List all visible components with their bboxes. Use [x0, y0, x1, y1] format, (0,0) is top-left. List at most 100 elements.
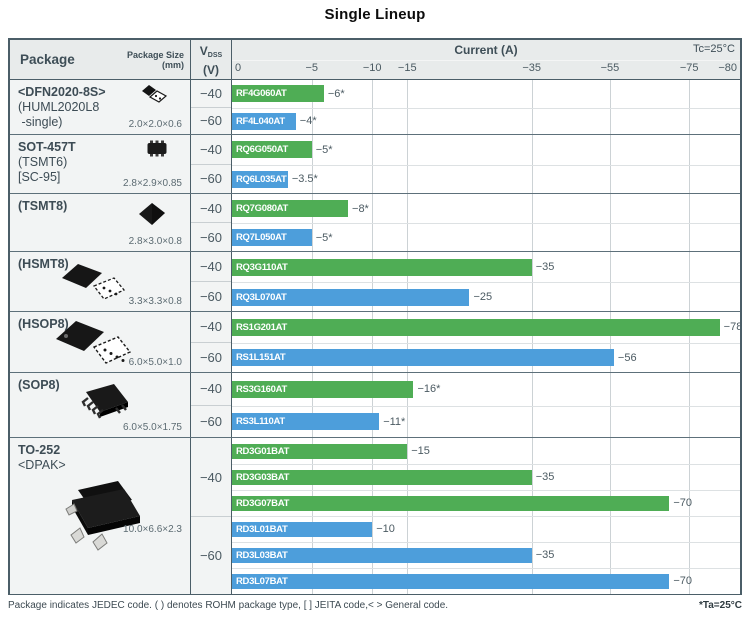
axis-gridline [372, 80, 374, 134]
axis-tick-label: −55 [600, 62, 620, 74]
axis-gridline [609, 312, 611, 372]
current-value-label: −11* [383, 415, 406, 428]
vdss-value-cell: −40 [199, 381, 223, 397]
package-cell: (HSMT8) 3.3×3.3×0.8 [10, 252, 191, 311]
axis-gridline [372, 135, 374, 193]
current-bar: RD3L07BAT [232, 573, 670, 589]
bar-row: RQ7L050AT −5* [232, 223, 740, 251]
current-value-label: −10 [376, 523, 395, 535]
current-bar: RQ3G110AT [232, 258, 532, 276]
current-value-label: −35 [535, 471, 555, 483]
chip-sot457t-icon [144, 139, 170, 158]
axis-gridline [531, 373, 533, 437]
row-separator [232, 107, 740, 109]
package-name: (TSMT8) [18, 199, 68, 213]
row-separator [232, 223, 740, 224]
row-separator [232, 164, 740, 166]
axis-gridline [407, 252, 409, 311]
chip-tsmt8-icon [138, 202, 166, 226]
current-bar: RQ7G080AT [232, 200, 349, 217]
part-number-label: RQ6G050AT [236, 144, 289, 156]
axis-gridline [531, 312, 533, 372]
current-axis-title: Current (A) [454, 43, 518, 57]
bar-chart-area: RF4G060AT −6* RF4L040AT −4* [232, 80, 740, 134]
current-value-label: −16* [417, 383, 441, 396]
current-bar: RQ6L035AT [232, 170, 288, 188]
package-header-label: Package [20, 52, 75, 67]
vdss-value-cell: −40 [199, 200, 223, 216]
bar-row: RQ6L035AT −3.5* [232, 165, 740, 194]
package-name: (TSMT6) [18, 155, 68, 169]
bar-row: RD3G07BAT −70 [232, 490, 740, 516]
current-bar: RD3G03BAT [232, 469, 532, 485]
part-number-label: RQ7L050AT [236, 232, 287, 243]
bar-row: RD3L01BAT −10 [232, 516, 740, 542]
part-number-label: RD3G03BAT [236, 471, 290, 483]
package-cell: (TSMT8) 2.8×3.0×0.8 [10, 194, 191, 251]
vdss-column: −40 −60 [191, 312, 232, 372]
package-group-row: (SOP8) 6.0×5.0×1.75 −40 −60 RS3G160AT −16* RS3… [10, 373, 740, 438]
tc-condition-label: Tc=25°C [692, 43, 735, 55]
bar-row: RD3L07BAT −70 [232, 568, 740, 594]
package-name: [SC-95] [18, 170, 61, 184]
package-size-value: 6.0×5.0×1.0 [128, 357, 182, 368]
axis-gridline [372, 373, 374, 437]
axis-gridline [689, 135, 691, 193]
axis-gridline [311, 312, 313, 372]
package-name: -single) [18, 115, 63, 129]
package-name: SOT-457T [18, 140, 76, 154]
current-bar: RQ3L070AT [232, 288, 470, 306]
bar-row: RD3L03BAT −35 [232, 542, 740, 568]
package-name: <DPAK> [18, 458, 66, 472]
package-name: (HUML2020L8 [18, 100, 100, 114]
bar-chart-area: RQ3G110AT −35 RQ3L070AT −25 [232, 252, 740, 311]
bar-row: RS3L110AT −11* [232, 406, 740, 438]
current-bar: RQ6G050AT [232, 141, 312, 159]
bar-chart-area: RS3G160AT −16* RS3L110AT −11* [232, 373, 740, 437]
lineup-table: Package Package Size (mm) VDSS (V) Curre… [8, 38, 742, 595]
row-separator [232, 342, 740, 344]
axis-gridline [531, 194, 533, 251]
footer-note: Package indicates JEDEC code. ( ) denote… [8, 600, 449, 611]
vdss-column: −40 −60 [191, 252, 232, 311]
axis-tick-row: 0 −5 −10 −15 −35 −55 −75 −80 [232, 61, 740, 79]
axis-gridline [311, 80, 313, 134]
axis-tick-label: −35 [522, 62, 542, 74]
current-bar: RF4L040AT [232, 112, 296, 130]
bar-row: RQ3L070AT −25 [232, 282, 740, 311]
row-separator [232, 464, 740, 465]
axis-gridline [689, 252, 691, 311]
package-size-value: 2.0×2.0×0.6 [128, 119, 182, 130]
part-number-label: RQ7G080AT [236, 203, 289, 214]
axis-tick-label: −75 [679, 62, 699, 74]
current-value-label: −4* [299, 115, 317, 128]
current-bar: RD3G07BAT [232, 495, 670, 511]
vdss-value-cell: −60 [191, 222, 231, 251]
package-name: (HSOP8) [18, 317, 69, 331]
current-value-label: −70 [673, 575, 693, 587]
vdss-column: −40 −60 [191, 438, 232, 594]
axis-gridline [609, 135, 611, 193]
part-number-label: RF4G060AT [236, 88, 287, 100]
part-number-label: RQ3G110AT [236, 261, 288, 273]
current-bar: RD3L01BAT [232, 521, 373, 537]
row-separator [232, 282, 740, 283]
axis-gridline [689, 80, 691, 134]
chip-hsmt8-icon [60, 262, 126, 304]
axis-tick-label: −5 [305, 62, 319, 74]
axis-gridline [531, 135, 533, 193]
package-size-value: 6.0×5.0×1.75 [123, 422, 182, 433]
package-cell: SOT-457T (TSMT6) [SC-95] 2.8×2.9×0.85 [10, 135, 191, 193]
bar-row: RS1L151AT −56 [232, 343, 740, 373]
vdss-value-cell: −60 [191, 516, 231, 594]
current-bar: RS1G201AT [232, 318, 720, 336]
part-number-label: RD3G07BAT [236, 497, 290, 509]
current-bar: RF4G060AT [232, 85, 324, 103]
axis-gridline [311, 135, 313, 193]
bar-chart-area: RQ7G080AT −8* RQ7L050AT −5* [232, 194, 740, 251]
vdss-value-cell: −60 [191, 106, 231, 134]
current-value-label: −35 [535, 549, 555, 561]
axis-gridline [609, 252, 611, 311]
package-cell: (HSOP8) 6.0×5.0×1.0 [10, 312, 191, 372]
